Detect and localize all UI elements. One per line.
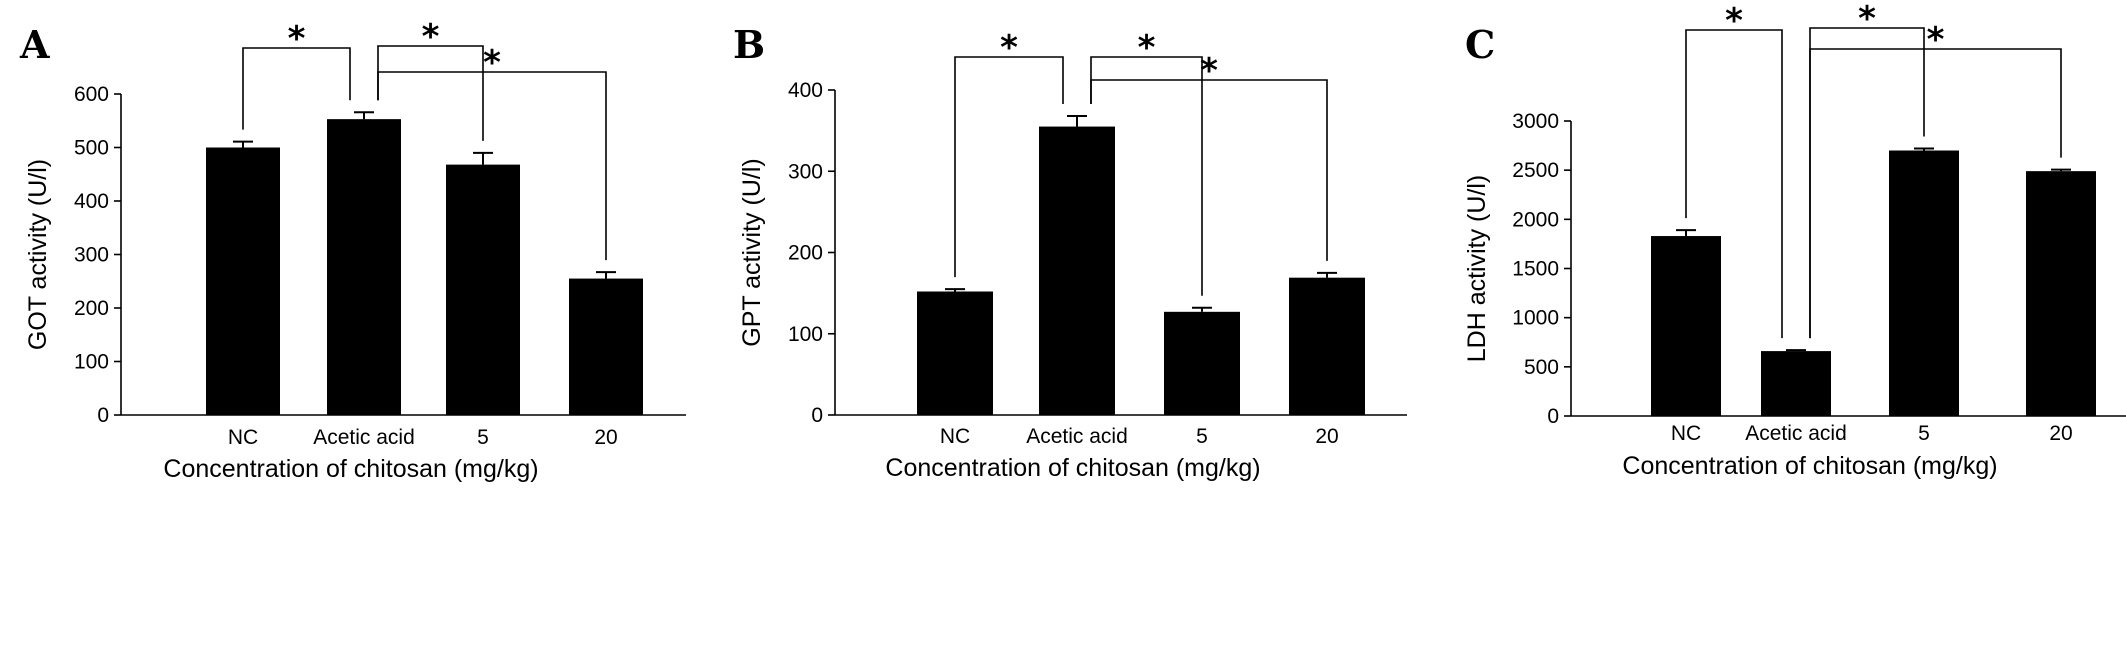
panel-c: C 0 500 1000 1500 2000 2500 3000 LDH activity (U… (1463, 0, 2126, 480)
significance-star-0: * (288, 19, 306, 59)
x-tick-label-3: 20 (1315, 425, 1338, 448)
x-axis-title: Concentration of chitosan (mg/kg) (163, 455, 538, 483)
y-tick-label: 0 (97, 404, 109, 427)
panel-b: B 0 100 200 300 400 GPT activity (U/l) NC Acetic… (733, 22, 1407, 482)
significance-star-1: * (1138, 28, 1156, 68)
x-tick-label-3: 20 (594, 426, 617, 449)
significance-star-0: * (1000, 28, 1018, 68)
x-axis-title: Concentration of chitosan (mg/kg) (885, 454, 1260, 482)
panel-letter: B (733, 22, 765, 67)
bar-1 (1039, 126, 1115, 415)
x-tick-label-2: 5 (1918, 422, 1930, 445)
y-tick-label: 500 (1524, 356, 1559, 379)
significance-star-2: * (483, 43, 501, 83)
y-tick-label: 2000 (1512, 208, 1559, 231)
bar-1 (327, 119, 401, 416)
y-tick-label: 500 (74, 137, 109, 160)
y-tick-label: 400 (788, 79, 823, 102)
y-tick-label: 600 (74, 83, 109, 106)
y-tick-label: 100 (74, 351, 109, 374)
bar-3 (2026, 171, 2096, 416)
y-tick-label: 200 (788, 242, 823, 265)
x-tick-label-0: NC (1671, 422, 1701, 445)
y-tick-label: 100 (788, 323, 823, 346)
significance-bracket-2 (1090, 79, 1328, 261)
panel-letter: C (1465, 22, 1495, 67)
x-tick-label-0: NC (228, 426, 258, 449)
bar-2 (1164, 311, 1240, 415)
bar-2 (1889, 150, 1959, 416)
y-tick-label: 300 (74, 244, 109, 267)
y-tick-label: 3000 (1512, 110, 1559, 133)
significance-star-2: * (1200, 51, 1218, 91)
y-tick-label: 1500 (1512, 258, 1559, 281)
y-tick-label: 2500 (1512, 159, 1559, 182)
panel-letter: A (19, 22, 50, 67)
bar-0 (917, 291, 993, 415)
significance-star-1: * (422, 17, 440, 57)
x-tick-label-0: NC (940, 425, 970, 448)
x-tick-label-2: 5 (477, 426, 489, 449)
significance-star-1: * (1858, 0, 1876, 39)
significance-bracket-0 (1685, 29, 1783, 339)
bar-0 (206, 147, 280, 415)
x-tick-label-1: Acetic acid (313, 426, 415, 449)
significance-bracket-0 (242, 47, 351, 130)
panel-a: A 0 100 200 300 400 500 600 GOT activity (U/l) NC… (19, 17, 686, 483)
bar-3 (569, 278, 643, 415)
x-tick-label-1: Acetic acid (1745, 422, 1847, 445)
significance-star-0: * (1725, 1, 1743, 41)
y-axis-title: GOT activity (U/l) (24, 159, 52, 350)
x-axis-title: Concentration of chitosan (mg/kg) (1622, 452, 1997, 480)
y-tick-label: 1000 (1512, 307, 1559, 330)
y-axis-title: GPT activity (U/l) (738, 158, 766, 346)
significance-star-2: * (1927, 20, 1945, 60)
bar-1 (1761, 351, 1831, 416)
x-tick-label-3: 20 (2049, 422, 2072, 445)
significance-bracket-2 (377, 71, 607, 261)
bar-0 (1651, 236, 1721, 416)
bar-3 (1289, 277, 1365, 415)
x-tick-label-2: 5 (1196, 425, 1208, 448)
y-axis-title: LDH activity (U/l) (1463, 175, 1491, 363)
y-tick-label: 0 (811, 404, 823, 427)
y-tick-label: 300 (788, 160, 823, 183)
bar-2 (446, 164, 520, 415)
significance-bracket-0 (954, 56, 1064, 278)
y-tick-label: 200 (74, 297, 109, 320)
y-tick-label: 0 (1547, 405, 1559, 428)
y-tick-label: 400 (74, 190, 109, 213)
significance-bracket-2 (1809, 48, 2062, 339)
x-tick-label-1: Acetic acid (1026, 425, 1128, 448)
